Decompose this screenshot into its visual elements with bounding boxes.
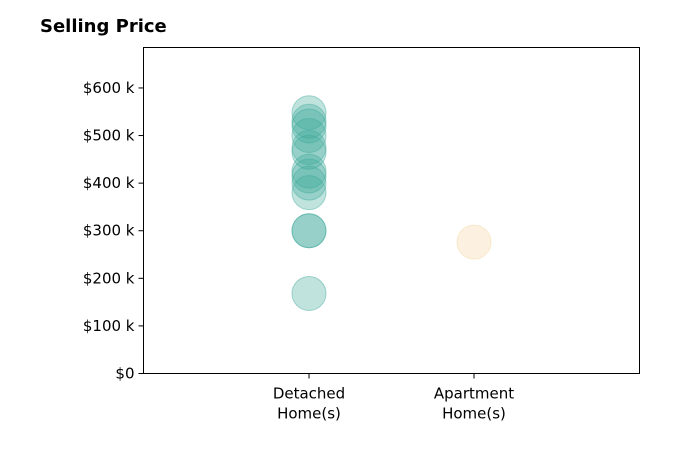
data-point: [291, 103, 327, 139]
data-point: [291, 165, 327, 201]
data-point: [291, 213, 327, 249]
y-tick-label: $500 k: [83, 127, 135, 145]
data-point: [291, 118, 327, 154]
data-point: [291, 134, 327, 170]
y-tick-label: $300 k: [83, 222, 135, 240]
y-tick-label: $200 k: [83, 269, 135, 287]
plot-frame: [143, 47, 640, 374]
data-point: [291, 95, 327, 131]
data-point: [291, 129, 327, 165]
data-point: [291, 108, 327, 144]
y-tick-label: $0: [115, 365, 134, 383]
data-point: [291, 213, 327, 249]
y-tick-label: $400 k: [83, 174, 135, 192]
y-tick-label: $600 k: [83, 79, 135, 97]
x-tick-label: Apartment Home(s): [434, 385, 514, 423]
plot-layer: [291, 95, 492, 312]
x-tick-label: Detached Home(s): [273, 385, 345, 423]
data-point: [291, 158, 327, 194]
data-point: [291, 153, 327, 189]
x-axis: Detached Home(s) Apartment Home(s): [273, 373, 514, 423]
data-point: [456, 224, 492, 260]
y-axis: $0 $100 k $200 k $300 k $400 k $500 k $600 k: [83, 79, 144, 383]
chart-title: Selling Price: [40, 16, 167, 37]
data-point: [291, 175, 327, 211]
data-point: [291, 276, 327, 312]
y-tick-label: $100 k: [83, 317, 135, 335]
